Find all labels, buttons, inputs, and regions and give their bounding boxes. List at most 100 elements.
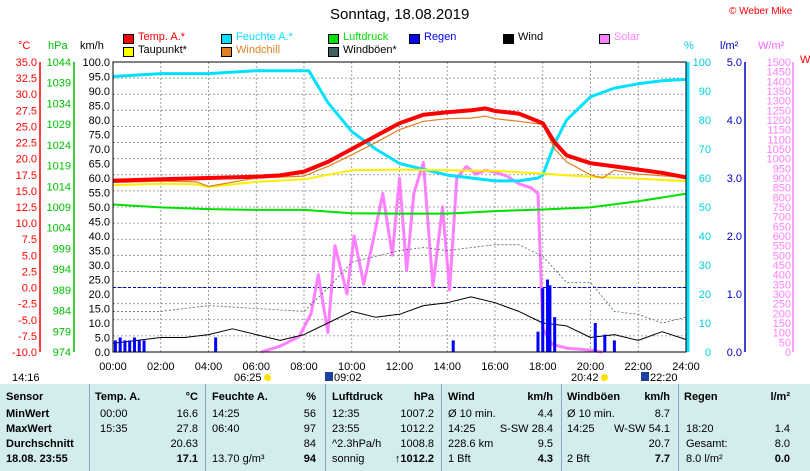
series-layer	[112, 69, 687, 354]
row-label: MinWert	[6, 408, 50, 420]
moonset-icon	[641, 372, 649, 381]
wind-tick-label: 40.0	[89, 231, 110, 243]
copyright-link[interactable]: © Weber Mike	[729, 6, 793, 17]
temp-tick-label: -5.0	[18, 315, 37, 327]
wind-tick-label: 10.0	[89, 318, 110, 330]
solar-tick-label: 450	[773, 260, 791, 272]
legend-label: Solar	[614, 31, 640, 43]
rain-bar	[548, 285, 552, 352]
cell-temp-time: 00:00	[100, 408, 128, 420]
wind-tick-label: 60.0	[89, 173, 110, 185]
solar-tick-label: 1150	[767, 125, 791, 137]
unit-wind: km/h	[80, 40, 104, 52]
rain-bar	[142, 340, 146, 352]
solar-tick-label: 100	[773, 328, 791, 340]
wind-tick-label: 75.0	[89, 130, 110, 142]
rain-bar	[132, 337, 136, 352]
cell-gust-value: 7.7	[654, 453, 670, 465]
table-col-sep	[89, 384, 90, 471]
wind-tick-label: 50.0	[89, 202, 110, 214]
temp-tick-label: 12.5	[16, 202, 37, 214]
temp-tick-label: 17.5	[16, 170, 37, 182]
solar-tick-label: 0	[785, 347, 791, 359]
th-hum-unit: %	[306, 391, 316, 403]
stats-table: Sensor Temp. A. °C Feuchte A.% Luftdruck hPa W…	[0, 384, 810, 471]
legend-label: Taupunkt*	[138, 44, 187, 56]
plot-frame	[39, 61, 794, 353]
x-tick-label: 10:00	[338, 361, 366, 373]
sunrise-label: 06:25	[234, 372, 262, 384]
rain-bar	[113, 340, 117, 352]
solar-tick-label: 1400	[767, 76, 791, 88]
rain-bar	[536, 331, 540, 352]
wind-tick-label: 70.0	[89, 144, 110, 156]
cell-temp-value: 20.63	[170, 438, 198, 450]
temp-tick-label: 2.5	[22, 266, 37, 278]
cell-press-value: 1012.2	[400, 423, 434, 435]
legend-label: Temp. A.*	[138, 31, 186, 43]
wind-tick-label: 35.0	[89, 246, 110, 258]
press-tick-label: 1004	[47, 223, 71, 235]
x-tick-label: 20:00	[577, 361, 605, 373]
temp-tick-label: -10.0	[12, 347, 37, 359]
press-tick-label: 994	[53, 264, 71, 276]
cell-press-value: 1007.2	[400, 408, 434, 420]
moonrise-icon	[325, 372, 333, 381]
legend-label: Feuchte A.*	[236, 31, 293, 43]
cell-hum-value: 84	[303, 438, 316, 450]
th-temp-unit: °C	[185, 391, 198, 403]
x-tick-label: 16:00	[481, 361, 509, 373]
cell-rain-label: 18:20	[686, 423, 714, 435]
solar-tick-label: 550	[773, 241, 791, 253]
unit-rain: l/m²	[720, 40, 739, 52]
solar-tick-label: 50	[779, 337, 791, 349]
temp-tick-label: 27.5	[16, 105, 37, 117]
solar-tick-label: 1250	[767, 105, 791, 117]
cell-gust-value: 8.7	[654, 408, 670, 420]
press-tick-label: 984	[53, 306, 71, 318]
hum-tick-label: 10	[699, 318, 711, 330]
cell-press-time: ^2.3hPa/h	[332, 438, 382, 450]
cell-wind-value: 9.5	[537, 438, 553, 450]
cell-wind-value: 4.4	[537, 408, 553, 420]
cell-gust-time: 2 Bft	[567, 453, 590, 465]
legend-swatch	[599, 34, 610, 44]
cell-wind-time: 14:25	[448, 423, 476, 435]
hum-tick-label: 90	[699, 86, 711, 98]
table-col-sep	[561, 384, 562, 471]
rain-tick-label: 3.0	[727, 173, 742, 185]
temp-tick-label: 15.0	[16, 186, 37, 198]
cell-press-time: 12:35	[332, 408, 360, 420]
solar-tick-label: 1300	[767, 96, 791, 108]
hum-tick-label: 0	[705, 347, 711, 359]
solar-tick-label: 1500	[767, 57, 791, 69]
rain-tick-label: 0.0	[727, 347, 742, 359]
solar-tick-label: 200	[773, 308, 791, 320]
rain-tick-label: 1.0	[727, 289, 742, 301]
cell-hum-time: 13.70 g/m³	[212, 453, 265, 465]
rain-bar	[612, 340, 616, 352]
legend-swatch	[503, 34, 514, 44]
solar-tick-label: 250	[773, 299, 791, 311]
rain-bar	[541, 288, 545, 352]
rain-bar	[553, 317, 557, 352]
cell-temp-time: 15:35	[100, 423, 128, 435]
temp-tick-label: 5.0	[22, 250, 37, 262]
temp-tick-label: 20.0	[16, 154, 37, 166]
temp-tick-label: 32.5	[16, 73, 37, 85]
cell-hum-value: 97	[303, 423, 316, 435]
solar-tick-label: 950	[773, 163, 791, 175]
legend-swatch	[221, 47, 232, 57]
row-label: Durchschnitt	[6, 438, 74, 450]
row-label: 18.08. 23:55	[6, 453, 68, 465]
cell-gust-time: 14:25	[567, 423, 595, 435]
cell-wind-time: 1 Bft	[448, 453, 471, 465]
legend-swatch	[328, 47, 339, 57]
series-feuchtea	[112, 69, 687, 183]
hum-tick-label: 50	[699, 202, 711, 214]
x-tick-label: 00:00	[99, 361, 127, 373]
temp-tick-label: 0.0	[22, 283, 37, 295]
cell-rain-label: 8.0 l/m²	[686, 453, 723, 465]
wind-tick-label: 65.0	[89, 159, 110, 171]
cell-rain-value: 0.0	[774, 453, 790, 465]
